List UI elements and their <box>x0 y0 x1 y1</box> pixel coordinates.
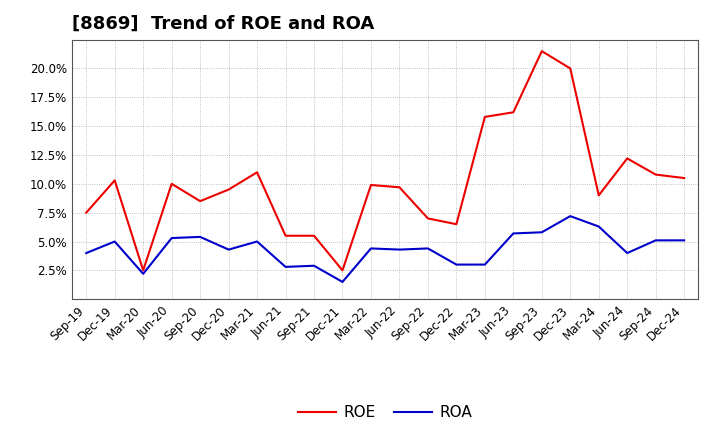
ROE <box>452 222 461 227</box>
ROE <box>680 176 688 181</box>
ROA <box>196 234 204 239</box>
ROA <box>282 264 290 270</box>
ROA <box>595 224 603 229</box>
ROA <box>537 230 546 235</box>
ROE <box>253 170 261 175</box>
ROE <box>139 268 148 273</box>
ROA <box>452 262 461 267</box>
ROE <box>623 156 631 161</box>
ROE <box>310 233 318 238</box>
ROE <box>366 182 375 187</box>
ROA <box>338 279 347 285</box>
ROA <box>82 250 91 256</box>
ROA <box>509 231 518 236</box>
ROA <box>566 213 575 219</box>
ROE <box>82 210 91 215</box>
ROA <box>623 250 631 256</box>
ROE <box>110 178 119 183</box>
ROA <box>680 238 688 243</box>
ROA <box>225 247 233 252</box>
Line: ROE: ROE <box>86 51 684 270</box>
ROE <box>167 181 176 187</box>
ROA <box>253 239 261 244</box>
ROE <box>196 198 204 204</box>
ROE <box>537 48 546 54</box>
Legend: ROE, ROA: ROE, ROA <box>292 400 479 426</box>
ROE <box>480 114 489 120</box>
ROE <box>652 172 660 177</box>
ROE <box>338 268 347 273</box>
ROE <box>595 193 603 198</box>
ROA <box>395 247 404 252</box>
ROE <box>282 233 290 238</box>
ROA <box>310 263 318 268</box>
ROA <box>139 271 148 276</box>
Text: [8869]  Trend of ROE and ROA: [8869] Trend of ROE and ROA <box>72 15 374 33</box>
ROA <box>423 246 432 251</box>
Line: ROA: ROA <box>86 216 684 282</box>
ROA <box>480 262 489 267</box>
ROE <box>423 216 432 221</box>
ROA <box>366 246 375 251</box>
ROE <box>566 66 575 71</box>
ROA <box>110 239 119 244</box>
ROA <box>652 238 660 243</box>
ROE <box>509 110 518 115</box>
ROA <box>167 235 176 241</box>
ROE <box>395 185 404 190</box>
ROE <box>225 187 233 192</box>
